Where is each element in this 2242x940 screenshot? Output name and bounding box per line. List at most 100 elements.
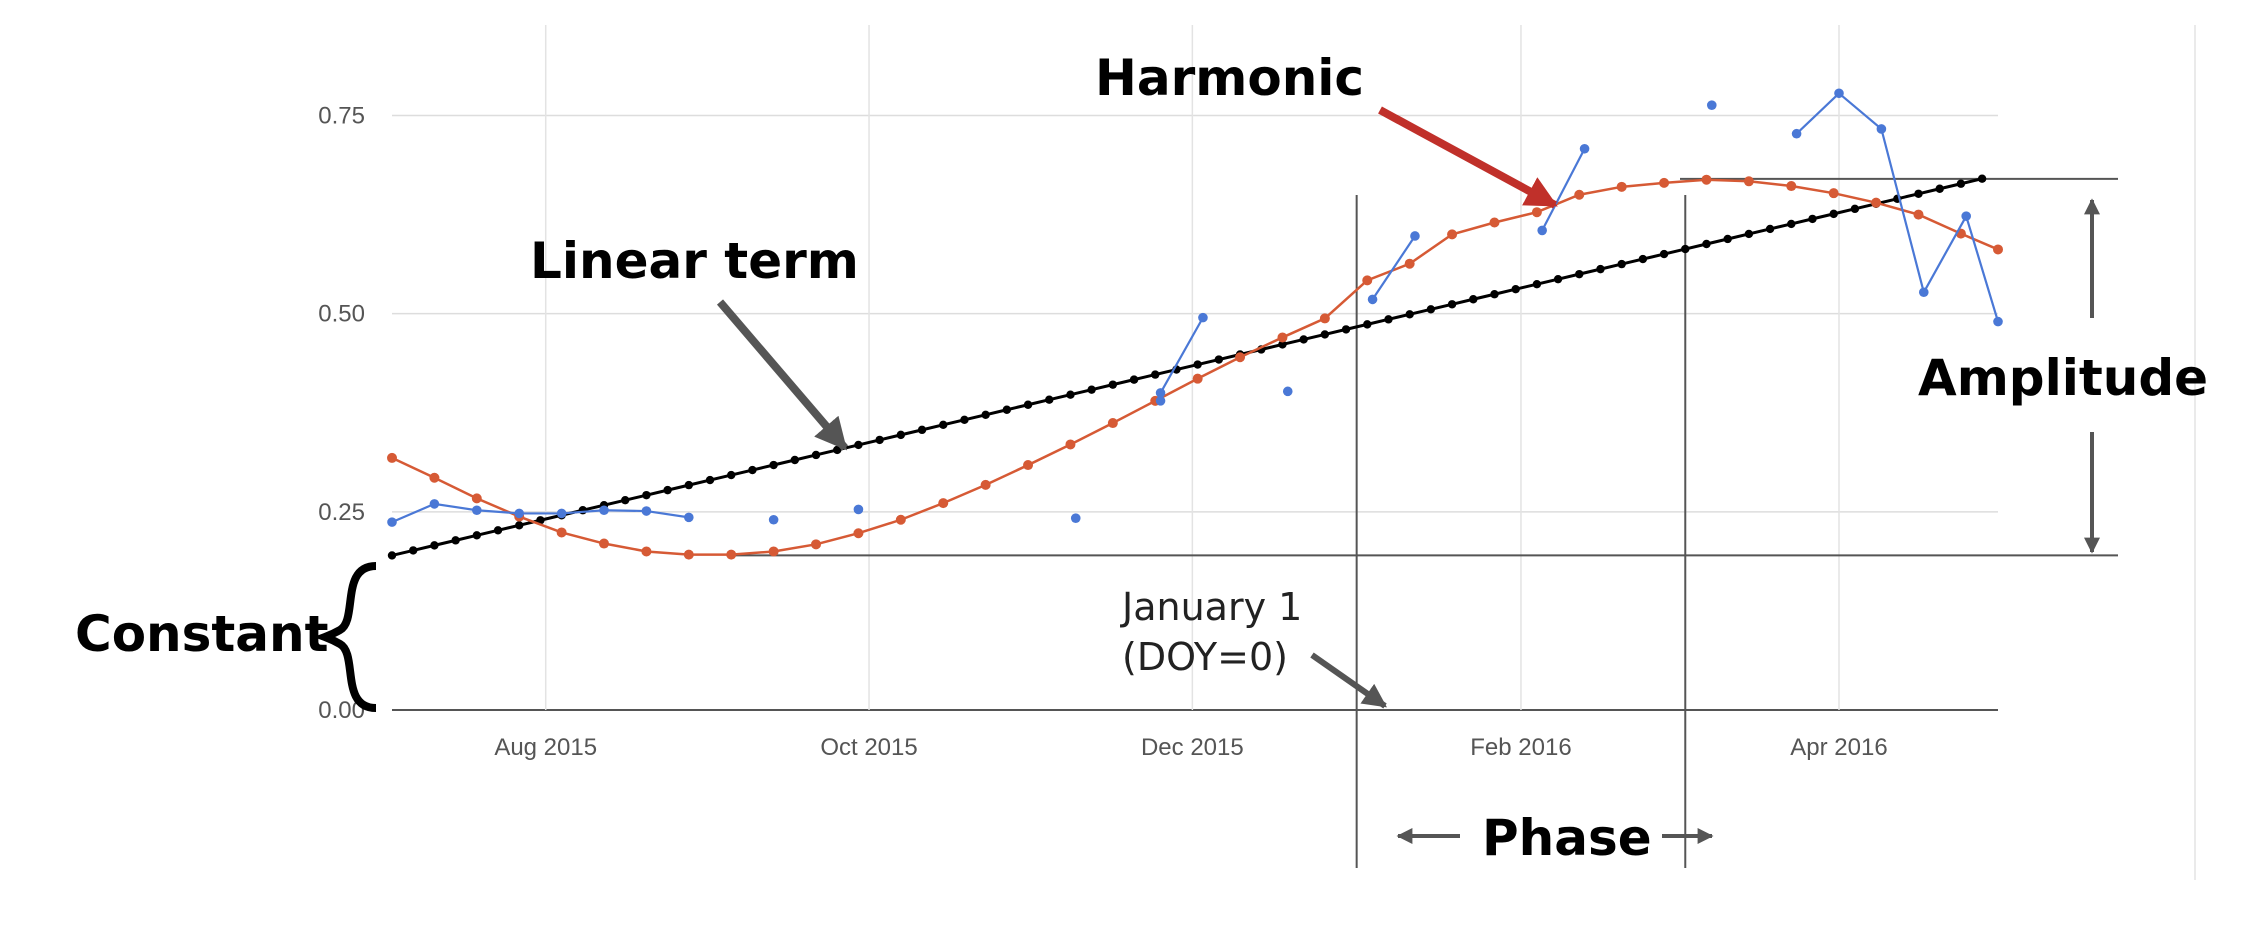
linear-term-point — [1744, 229, 1754, 239]
observed-line — [391, 502, 689, 524]
january-1-arrow — [1310, 652, 1387, 709]
observed-point — [1537, 225, 1547, 236]
x-tick-label: Aug 2015 — [494, 734, 597, 761]
linear-term-point — [515, 521, 524, 530]
y-tick-label: 0.50 — [318, 301, 365, 328]
harmonic-point — [1404, 258, 1415, 269]
harmonic-label: Harmonic — [1095, 49, 1364, 107]
linear-term-point — [1681, 244, 1690, 254]
linear-term-point — [1066, 390, 1075, 399]
linear-term-point — [1659, 249, 1669, 259]
linear-term-point — [1320, 330, 1330, 339]
linear-term-point — [1129, 375, 1139, 384]
x-tick-label: Dec 2015 — [1141, 734, 1244, 761]
harmonic-point — [1362, 275, 1373, 286]
observed-point — [387, 517, 397, 527]
harmonic-point — [1743, 176, 1754, 187]
harmonic-point — [768, 546, 779, 557]
phase-label: Phase — [1482, 809, 1652, 867]
harmonic-point — [1616, 181, 1627, 192]
linear-term-point — [1829, 209, 1838, 219]
harmonic-point — [895, 514, 906, 525]
observed-point — [1918, 287, 1929, 298]
harmonic-point — [1065, 439, 1076, 450]
linear-term-point — [1278, 340, 1287, 349]
linear-term-point — [1490, 290, 1499, 299]
x-tick-label: Apr 2016 — [1790, 734, 1887, 761]
linear-term-point — [1511, 285, 1520, 294]
harmonic-point — [1659, 177, 1670, 188]
observed-point — [429, 499, 440, 509]
y-tick-label: 0.75 — [318, 102, 365, 129]
linear-term-point — [663, 485, 672, 495]
harmonic-point — [599, 538, 610, 549]
observed-line — [1795, 91, 2000, 322]
annotations: Harmonic Linear term Amplitude Constant … — [75, 49, 2208, 867]
linear-term-point — [1956, 179, 1966, 188]
linear-term-point — [472, 531, 482, 540]
linear-term-point — [854, 440, 863, 450]
harmonic-point — [1574, 189, 1585, 200]
harmonic-point — [1023, 460, 1034, 471]
linear-term-point — [1108, 380, 1118, 389]
harmonic-point — [1871, 197, 1882, 208]
linear-term-point — [1405, 310, 1414, 319]
linear-term-point — [1193, 360, 1202, 369]
linear-term-point — [1723, 234, 1732, 244]
linear-term-point — [642, 490, 651, 500]
linear-term-point — [769, 460, 778, 470]
harmonic-point — [387, 452, 397, 463]
linear-term-point — [875, 435, 884, 445]
linear-term-point — [1023, 400, 1033, 409]
harmonic-point — [1913, 209, 1924, 220]
harmonic-point — [1531, 207, 1542, 218]
linear-term-point — [811, 450, 821, 460]
january-1-label: January 1 — [1120, 585, 1302, 629]
linear-term-point — [1914, 189, 1923, 198]
harmonic-point — [1447, 229, 1458, 240]
linear-term-point — [1575, 269, 1584, 279]
observed-point — [1367, 294, 1378, 305]
linear-term-point — [896, 430, 906, 440]
series — [387, 88, 2003, 560]
harmonic-point — [980, 479, 991, 490]
linear-term-point — [493, 526, 503, 535]
harmonic-point — [429, 472, 440, 483]
linear-term-point — [1447, 300, 1457, 309]
harmonic-point — [471, 493, 482, 504]
linear-term-point — [451, 536, 460, 545]
observed-point — [556, 508, 567, 519]
linear-term-point — [917, 425, 927, 435]
linear-term-point — [1045, 395, 1054, 404]
harmonic-point — [1319, 313, 1330, 324]
harmonic-point — [1489, 217, 1500, 228]
observed-point — [684, 512, 694, 523]
linear-term-point — [621, 495, 630, 505]
linear-term-point — [536, 516, 545, 525]
linear-term-point — [1977, 174, 1987, 183]
observed-point — [1791, 128, 1802, 139]
linear-term-point — [430, 541, 439, 550]
observed-point — [641, 506, 652, 516]
linear-term-point — [1151, 370, 1160, 379]
linear-term-point — [1341, 325, 1351, 334]
linear-term-point — [705, 475, 715, 485]
observed-point — [1993, 316, 2003, 327]
linear-term-point — [1787, 219, 1796, 229]
x-tick-label: Feb 2016 — [1470, 734, 1571, 761]
linear-term-point — [409, 546, 418, 555]
observed-point — [599, 505, 609, 516]
linear-term-point — [1935, 184, 1944, 193]
harmonic-point — [811, 539, 822, 550]
linear-term-point — [1808, 214, 1817, 224]
observed-point — [1410, 231, 1420, 241]
linear-term-point — [1299, 335, 1308, 344]
annotation-guides — [728, 177, 2118, 868]
observed-point — [1070, 513, 1081, 523]
observed-point — [853, 504, 864, 515]
linear-term-arrow — [716, 299, 849, 451]
harmonic-point — [1192, 373, 1203, 384]
observed-point — [1155, 396, 1166, 406]
